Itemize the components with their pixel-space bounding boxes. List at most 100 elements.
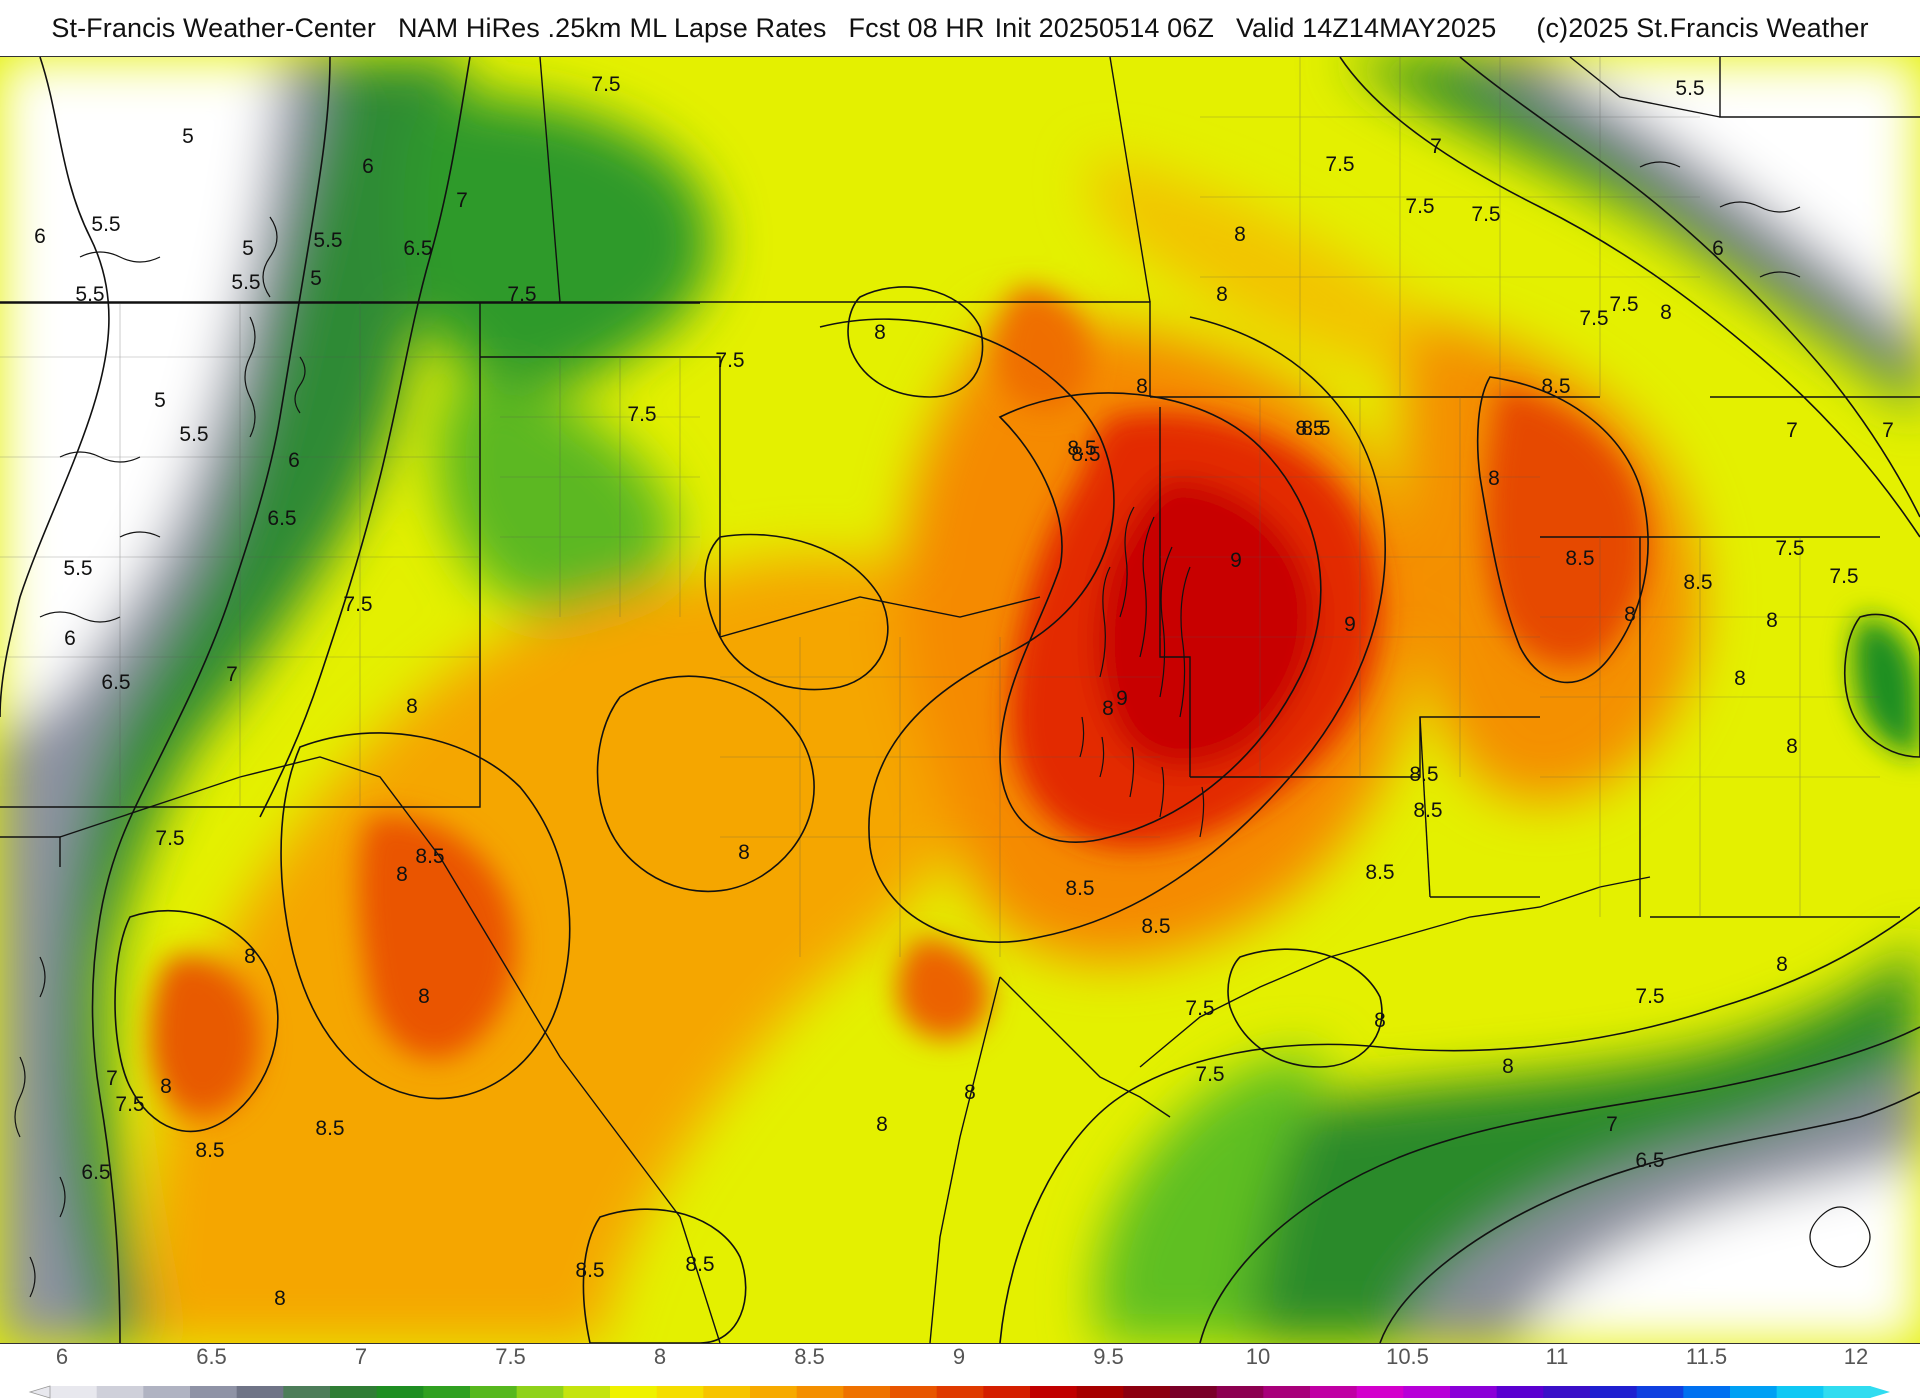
contour-label: 8.5 (1141, 915, 1170, 938)
contour-label: 8.5 (415, 845, 444, 868)
scale-swatch (1450, 1386, 1498, 1398)
contour-label: 6 (288, 449, 300, 472)
contour-label: 6.5 (1635, 1149, 1664, 1172)
contour-label: 7.5 (155, 827, 184, 850)
contour-label: 5.5 (1675, 77, 1704, 100)
contour-label: 7.5 (1635, 985, 1664, 1008)
scale-swatch (516, 1386, 564, 1398)
scale-tick-label: 7 (355, 1344, 367, 1369)
scale-swatch (1823, 1386, 1871, 1398)
title-copyright: (c)2025 St.Francis Weather (1536, 12, 1869, 43)
contour-label: 7.5 (1609, 293, 1638, 316)
contour-label: 6.5 (267, 507, 296, 530)
scale-tick-labels: 6 6.5 7 7.5 8 8.5 9 9.5 10 10.5 11 11.5 12 (56, 1344, 1868, 1369)
contour-label: 8 (1776, 953, 1788, 976)
contour-label: 7 (1430, 135, 1442, 158)
contour-label: 6 (362, 155, 374, 178)
contour-label: 9 (1116, 687, 1128, 710)
contour-label: 8 (406, 695, 418, 718)
color-scale-svg: 6 6.5 7 7.5 8 8.5 9 9.5 10 10.5 11 11.5 12 (28, 1344, 1890, 1399)
contour-label: 8.5 (1065, 877, 1094, 900)
color-scale: 6 6.5 7 7.5 8 8.5 9 9.5 10 10.5 11 11.5 12 (0, 1342, 1920, 1400)
contour-label: 7.5 (115, 1093, 144, 1116)
title-source: St-Francis Weather-Center (51, 12, 376, 43)
contour-label: 8.5 (1541, 375, 1570, 398)
county-lines (0, 57, 1880, 957)
contour-label: 7.5 (507, 283, 536, 306)
contour-label: 8 (738, 841, 750, 864)
scale-swatches (28, 1385, 1890, 1399)
contour-label: 8.5 (1301, 417, 1330, 440)
scale-tick-label: 12 (1844, 1344, 1868, 1369)
contour-label: 8.5 (315, 1117, 344, 1140)
contour-label: 8 (1502, 1055, 1514, 1078)
scale-swatch (1496, 1386, 1544, 1398)
contour-label: 8 (876, 1113, 888, 1136)
contour-label: 7.5 (1405, 195, 1434, 218)
contour-label: 8.5 (1071, 443, 1100, 466)
scale-swatch (190, 1386, 238, 1398)
contour-label: 7 (1882, 419, 1894, 442)
scale-swatch (1356, 1386, 1404, 1398)
contour-label: 6 (1712, 237, 1724, 260)
scale-swatch (423, 1386, 471, 1398)
contour-label: 8 (1374, 1009, 1386, 1032)
scale-swatch (796, 1386, 844, 1398)
scale-swatch (610, 1386, 658, 1398)
contour-label: 5.5 (63, 557, 92, 580)
scale-swatch (1310, 1386, 1358, 1398)
contour-label: 5.5 (91, 213, 120, 236)
contour-label: 6 (34, 225, 46, 248)
contour-squiggles (14, 161, 1871, 1298)
map-title: St-Francis Weather-Center NAM HiRes .25k… (0, 0, 1920, 56)
scale-swatch (1776, 1386, 1824, 1398)
scale-tick-label: 8 (654, 1344, 666, 1369)
contour-label: 7 (226, 663, 238, 686)
contour-label: 8 (160, 1075, 172, 1098)
contour-label: 5 (242, 237, 254, 260)
state-borders (0, 57, 1920, 1343)
contour-label: 8.5 (1409, 763, 1438, 786)
contour-label: 7 (1606, 1113, 1618, 1136)
contour-label: 8 (274, 1287, 286, 1310)
contour-label: 8 (1136, 375, 1148, 398)
scale-tick-label: 11.5 (1686, 1344, 1727, 1369)
contour-label: 7.5 (1325, 153, 1354, 176)
contour-label: 8 (1766, 609, 1778, 632)
contour-label: 7.5 (1185, 997, 1214, 1020)
contour-label: 7.5 (343, 593, 372, 616)
contour-label: 7.5 (1579, 307, 1608, 330)
contour-label: 7.5 (627, 403, 656, 426)
title-field: ML Lapse Rates (629, 12, 827, 43)
contour-label: 8 (964, 1081, 976, 1104)
contour-label: 7.5 (1471, 203, 1500, 226)
scale-arrow-left-icon (28, 1385, 51, 1399)
contour-label: 8.5 (1365, 861, 1394, 884)
scale-tick-label: 11 (1546, 1344, 1569, 1369)
scale-tick-label: 9.5 (1093, 1344, 1124, 1369)
scale-swatch (1636, 1386, 1684, 1398)
contour-label: 8.5 (195, 1139, 224, 1162)
contour-label: 8.5 (1295, 417, 1324, 440)
scale-tick-label: 9 (953, 1344, 965, 1369)
contour-label: 8 (1234, 223, 1246, 246)
scale-tick-label: 10 (1246, 1344, 1270, 1369)
contour-label: 8.5 (575, 1259, 604, 1282)
contour-label: 7.5 (591, 73, 620, 96)
scale-swatch (1683, 1386, 1731, 1398)
contour-label: 8.5 (1565, 547, 1594, 570)
title-model: NAM HiRes .25km (397, 12, 622, 43)
scale-swatch (376, 1386, 424, 1398)
contour-label: 8 (1786, 735, 1798, 758)
map-panel: 7.5 5 6 5.5 6 5.5 5 5.5 6.5 7 5 5.5 7.5 5 5.5 7.5 7.5 8 8 8… (0, 56, 1920, 1344)
scale-swatch (96, 1386, 144, 1398)
scale-tick-label: 6 (56, 1344, 68, 1369)
scale-tick-label: 10.5 (1386, 1344, 1429, 1369)
contour-label: 7.5 (715, 349, 744, 372)
contour-label: 8 (1102, 697, 1114, 720)
scale-swatch (890, 1386, 938, 1398)
scale-swatch (1403, 1386, 1451, 1398)
scale-swatch (143, 1386, 191, 1398)
